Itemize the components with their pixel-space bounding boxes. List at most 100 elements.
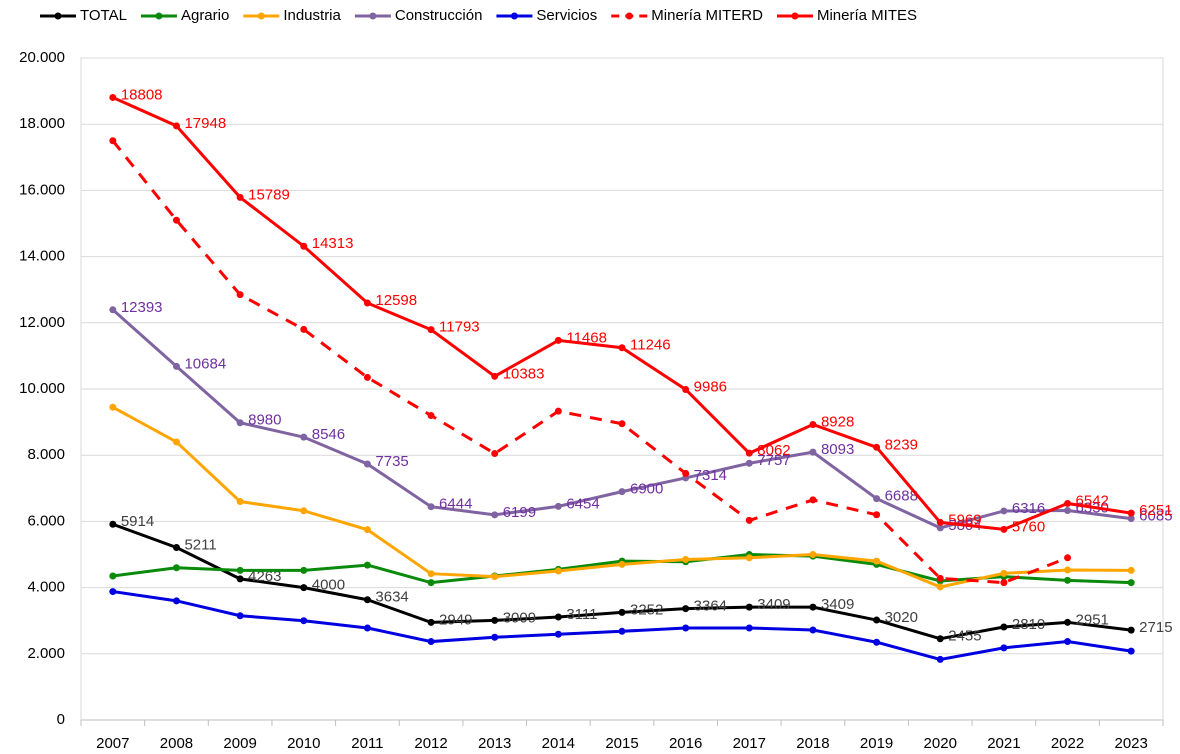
point bbox=[427, 579, 435, 587]
point bbox=[618, 560, 626, 568]
data-label: 3634 bbox=[375, 589, 408, 606]
point bbox=[427, 411, 435, 419]
point bbox=[172, 597, 180, 605]
legend-label: Minería MITES bbox=[817, 7, 917, 24]
point bbox=[172, 564, 180, 572]
x-tick-label: 2020 bbox=[924, 735, 957, 752]
point bbox=[554, 502, 562, 510]
point bbox=[236, 612, 244, 620]
data-label: 11793 bbox=[439, 319, 480, 336]
data-label: 8239 bbox=[885, 436, 918, 453]
data-label: 3364 bbox=[694, 598, 727, 615]
x-tick-label: 2012 bbox=[414, 735, 447, 752]
legend-label: TOTAL bbox=[80, 7, 127, 24]
point bbox=[745, 449, 753, 457]
data-label: 10383 bbox=[503, 365, 545, 382]
data-label: 12393 bbox=[121, 299, 163, 316]
legend-marker bbox=[510, 12, 518, 20]
y-tick-label: 12.000 bbox=[19, 314, 65, 331]
point bbox=[427, 570, 435, 578]
point bbox=[172, 438, 180, 446]
y-tick-label: 14.000 bbox=[19, 248, 65, 265]
x-tick-label: 2010 bbox=[287, 735, 320, 752]
point bbox=[809, 496, 817, 504]
point bbox=[172, 362, 180, 370]
point bbox=[554, 630, 562, 638]
point bbox=[745, 603, 753, 611]
data-label: 3252 bbox=[630, 601, 663, 618]
y-tick-label: 2.000 bbox=[27, 645, 65, 662]
data-label: 6454 bbox=[566, 495, 599, 512]
data-label: 2949 bbox=[439, 611, 472, 628]
data-label: 14313 bbox=[312, 235, 354, 252]
point bbox=[109, 137, 117, 145]
point bbox=[936, 574, 944, 582]
point bbox=[300, 617, 308, 625]
point bbox=[109, 306, 117, 314]
point bbox=[618, 420, 626, 428]
point bbox=[873, 557, 881, 565]
data-label: 15789 bbox=[248, 186, 290, 203]
point bbox=[745, 554, 753, 562]
point bbox=[1064, 638, 1072, 646]
point bbox=[1127, 626, 1135, 634]
data-label: 6085 bbox=[1139, 508, 1172, 525]
point bbox=[1064, 576, 1072, 584]
point bbox=[554, 407, 562, 415]
point bbox=[618, 488, 626, 496]
y-tick-label: 16.000 bbox=[19, 181, 65, 198]
x-tick-label: 2007 bbox=[96, 735, 129, 752]
point bbox=[1127, 579, 1135, 587]
point bbox=[300, 584, 308, 592]
data-label: 4000 bbox=[312, 577, 345, 594]
point bbox=[873, 495, 881, 503]
data-label: 3409 bbox=[757, 596, 790, 613]
data-label: 6251 bbox=[1139, 502, 1172, 519]
x-tick-label: 2019 bbox=[860, 735, 893, 752]
point bbox=[1000, 623, 1008, 631]
legend-label: Industria bbox=[283, 7, 341, 24]
point bbox=[236, 193, 244, 201]
x-tick-label: 2014 bbox=[542, 735, 575, 752]
data-label: 2810 bbox=[1012, 616, 1045, 633]
point bbox=[745, 459, 753, 467]
point bbox=[809, 448, 817, 456]
data-label: 7314 bbox=[694, 467, 727, 484]
point bbox=[172, 544, 180, 552]
point bbox=[1127, 566, 1135, 574]
point bbox=[1000, 507, 1008, 515]
data-label: 11246 bbox=[630, 337, 671, 354]
point bbox=[236, 419, 244, 427]
point bbox=[236, 566, 244, 574]
point bbox=[427, 503, 435, 511]
legend-label: Agrario bbox=[181, 7, 229, 24]
y-tick-label: 10.000 bbox=[19, 380, 65, 397]
legend-marker bbox=[625, 12, 633, 20]
y-tick-label: 0 bbox=[57, 711, 65, 728]
point bbox=[809, 603, 817, 611]
y-tick-label: 4.000 bbox=[27, 579, 65, 596]
data-label: 3009 bbox=[503, 609, 536, 626]
y-tick-label: 6.000 bbox=[27, 512, 65, 529]
y-tick-label: 20.000 bbox=[19, 49, 65, 66]
data-label: 3111 bbox=[566, 606, 597, 623]
point bbox=[172, 122, 180, 130]
y-tick-label: 18.000 bbox=[19, 115, 65, 132]
data-label: 6316 bbox=[1012, 500, 1045, 517]
x-tick-label: 2011 bbox=[351, 735, 383, 752]
y-tick-label: 8.000 bbox=[27, 446, 65, 463]
point bbox=[618, 627, 626, 635]
point bbox=[236, 498, 244, 506]
point bbox=[491, 616, 499, 624]
point bbox=[363, 561, 371, 569]
point bbox=[1064, 506, 1072, 514]
point bbox=[491, 573, 499, 581]
x-tick-label: 2022 bbox=[1051, 735, 1084, 752]
point bbox=[809, 551, 817, 558]
x-tick-label: 2008 bbox=[160, 735, 193, 752]
point bbox=[745, 624, 753, 632]
point bbox=[936, 635, 944, 643]
point bbox=[109, 93, 117, 101]
point bbox=[1000, 644, 1008, 652]
